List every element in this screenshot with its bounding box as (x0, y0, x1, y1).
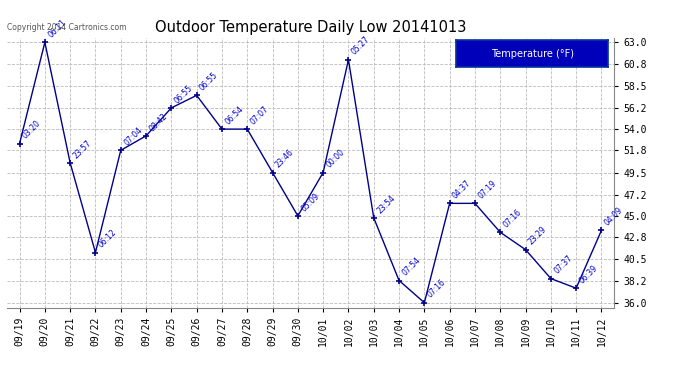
Text: 06:55: 06:55 (172, 83, 195, 105)
Text: 06:11: 06:11 (46, 18, 68, 39)
Text: 23:54: 23:54 (375, 193, 397, 215)
Text: 07:04: 07:04 (122, 126, 144, 147)
Text: 05:27: 05:27 (350, 35, 372, 57)
Text: 07:16: 07:16 (426, 278, 448, 300)
Text: 06:54: 06:54 (224, 104, 245, 126)
Text: 06:39: 06:39 (578, 264, 600, 285)
Text: 00:00: 00:00 (324, 148, 346, 170)
Text: Copyright 2014 Cartronics.com: Copyright 2014 Cartronics.com (7, 23, 126, 32)
Text: 23:46: 23:46 (274, 148, 296, 170)
Text: 07:07: 07:07 (248, 104, 270, 126)
Text: 04:09: 04:09 (603, 206, 624, 228)
Text: 08:42: 08:42 (148, 111, 169, 133)
Text: 06:55: 06:55 (198, 70, 220, 93)
Text: 23:57: 23:57 (72, 138, 93, 160)
Text: 05:09: 05:09 (299, 191, 321, 213)
Text: 06:12: 06:12 (97, 228, 119, 250)
Text: 03:20: 03:20 (21, 119, 43, 141)
Text: 04:37: 04:37 (451, 178, 473, 201)
Text: 07:16: 07:16 (502, 208, 524, 230)
Text: 07:19: 07:19 (476, 179, 498, 201)
Title: Outdoor Temperature Daily Low 20141013: Outdoor Temperature Daily Low 20141013 (155, 20, 466, 35)
Text: 07:54: 07:54 (400, 256, 422, 278)
Text: 07:37: 07:37 (552, 254, 574, 276)
Text: 23:29: 23:29 (527, 225, 549, 247)
